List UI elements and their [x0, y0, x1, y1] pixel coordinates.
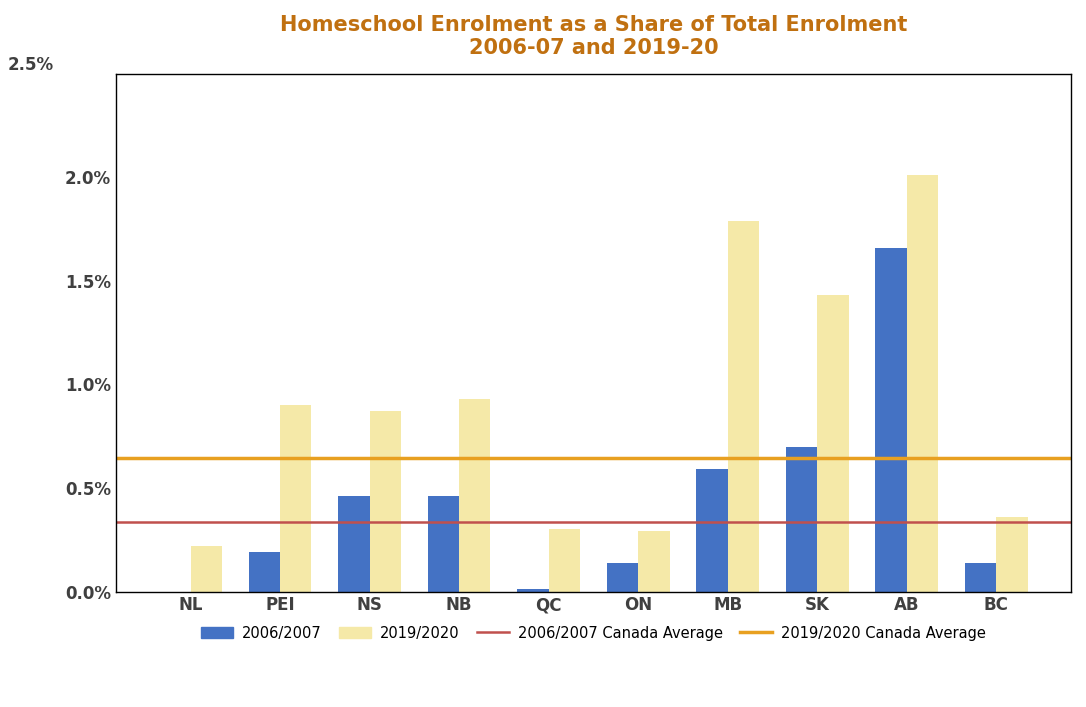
2006/2007 Canada Average	[184, 518, 197, 527]
Bar	[639, 532, 669, 592]
Bar	[728, 221, 759, 592]
2019/2020 Canada Average	[184, 454, 197, 462]
Bar	[875, 247, 907, 592]
Text: 2.5%: 2.5%	[8, 56, 53, 74]
Bar	[338, 496, 369, 592]
Bar	[696, 469, 728, 592]
Bar	[428, 496, 459, 592]
2006/2007 Canada Average	[274, 518, 287, 527]
Bar	[907, 175, 938, 592]
Bar	[459, 399, 491, 592]
Bar	[517, 590, 548, 592]
Title: Homeschool Enrolment as a Share of Total Enrolment
2006-07 and 2019-20: Homeschool Enrolment as a Share of Total…	[280, 15, 907, 58]
2019/2020 Canada Average	[274, 454, 287, 462]
Legend: 2006/2007, 2019/2020, 2006/2007 Canada Average, 2019/2020 Canada Average: 2006/2007, 2019/2020, 2006/2007 Canada A…	[195, 620, 992, 646]
Bar	[965, 563, 996, 592]
Bar	[280, 405, 312, 592]
Bar	[190, 546, 222, 592]
Bar	[786, 447, 817, 592]
Bar	[249, 552, 280, 592]
Bar	[548, 530, 580, 592]
Bar	[369, 411, 401, 592]
Bar	[817, 296, 848, 592]
Bar	[607, 563, 639, 592]
Bar	[996, 517, 1027, 592]
